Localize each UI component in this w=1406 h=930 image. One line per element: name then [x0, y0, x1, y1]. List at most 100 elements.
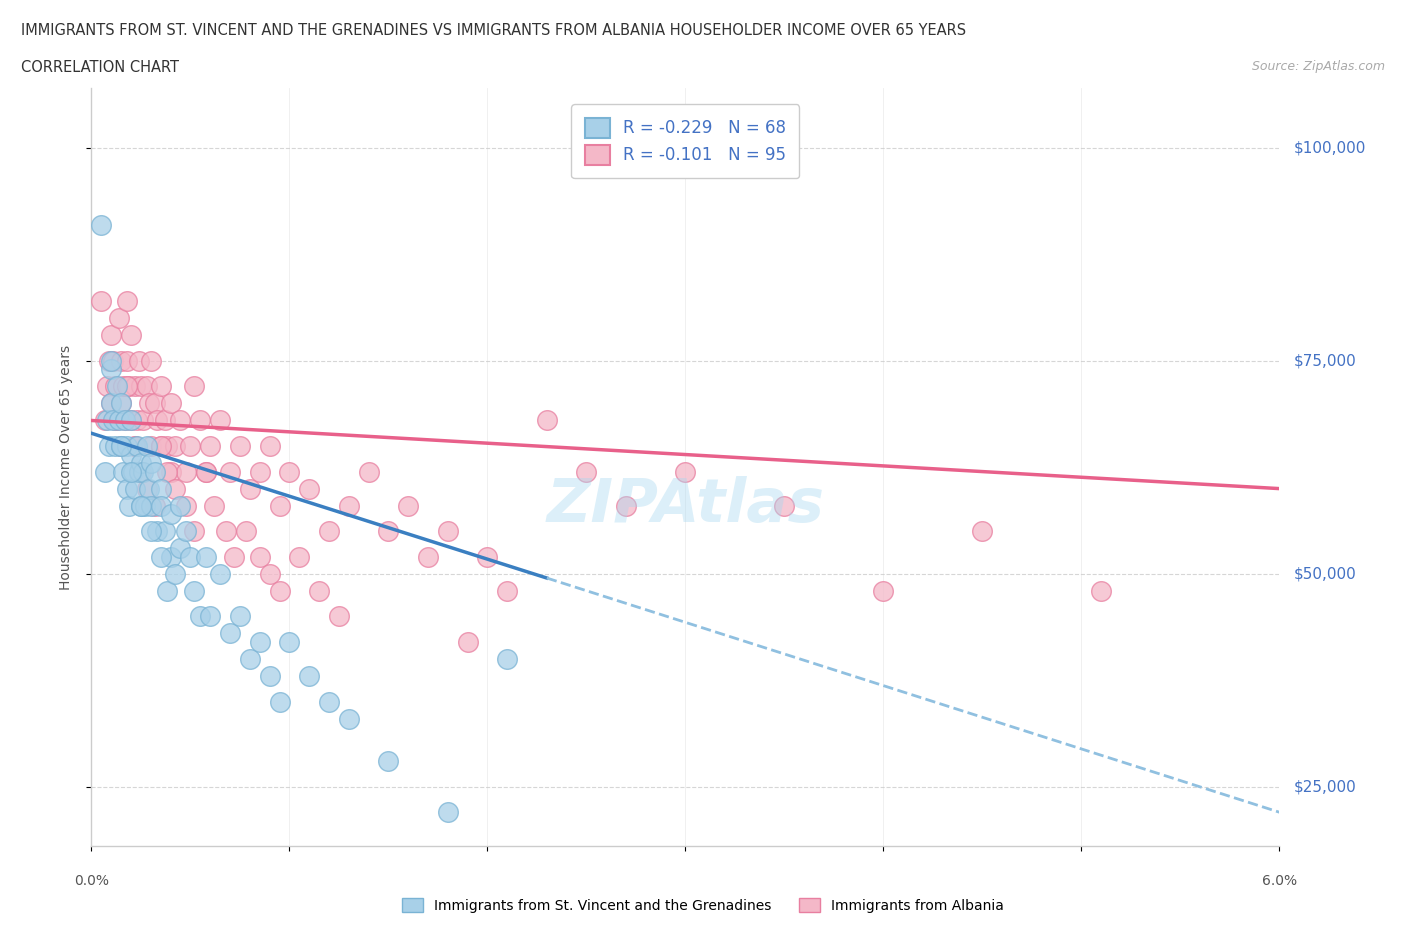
Point: [249, 550, 271, 565]
Point: [215, 524, 238, 538]
Point: [139, 498, 162, 513]
Point: [169, 413, 191, 428]
Point: [183, 524, 205, 538]
Point: [536, 413, 558, 428]
Point: [239, 652, 262, 667]
Point: [138, 396, 160, 411]
Point: [153, 413, 176, 428]
Point: [115, 379, 138, 394]
Point: [149, 498, 172, 513]
Point: [575, 464, 598, 479]
Point: [138, 481, 160, 496]
Point: [773, 498, 796, 513]
Text: 6.0%: 6.0%: [1263, 874, 1296, 888]
Point: [176, 524, 198, 538]
Point: [259, 566, 281, 581]
Point: [124, 439, 146, 454]
Point: [337, 498, 360, 513]
Point: [134, 498, 156, 513]
Point: [118, 498, 141, 513]
Point: [90, 218, 112, 232]
Point: [145, 524, 167, 538]
Point: [124, 439, 146, 454]
Point: [122, 464, 145, 479]
Point: [100, 328, 122, 343]
Point: [298, 669, 321, 684]
Point: [128, 353, 150, 368]
Point: [159, 464, 181, 479]
Point: [139, 353, 162, 368]
Point: [105, 379, 128, 394]
Point: [195, 464, 218, 479]
Point: [195, 550, 218, 565]
Point: [129, 379, 152, 394]
Point: [159, 550, 181, 565]
Point: [96, 379, 118, 394]
Point: [176, 498, 198, 513]
Point: [179, 550, 201, 565]
Y-axis label: Householder Income Over 65 years: Householder Income Over 65 years: [59, 345, 73, 590]
Point: [143, 396, 166, 411]
Point: [149, 481, 172, 496]
Point: [259, 669, 281, 684]
Point: [104, 439, 127, 454]
Point: [110, 439, 132, 454]
Legend: R = -0.229   N = 68, R = -0.101   N = 95: R = -0.229 N = 68, R = -0.101 N = 95: [571, 104, 800, 179]
Point: [104, 413, 127, 428]
Point: [94, 464, 117, 479]
Point: [128, 464, 150, 479]
Point: [149, 439, 172, 454]
Point: [163, 566, 186, 581]
Point: [156, 464, 179, 479]
Point: [202, 498, 225, 513]
Point: [229, 609, 252, 624]
Point: [209, 566, 232, 581]
Point: [132, 413, 155, 428]
Point: [972, 524, 994, 538]
Point: [198, 439, 221, 454]
Point: [436, 804, 458, 819]
Point: [183, 379, 205, 394]
Point: [108, 311, 131, 325]
Point: [96, 413, 118, 428]
Point: [209, 413, 232, 428]
Point: [183, 583, 205, 598]
Point: [139, 524, 162, 538]
Point: [308, 583, 330, 598]
Point: [110, 439, 132, 454]
Point: [114, 413, 136, 428]
Point: [229, 439, 252, 454]
Point: [149, 550, 172, 565]
Point: [139, 456, 162, 471]
Point: [318, 524, 340, 538]
Point: [129, 464, 152, 479]
Text: $75,000: $75,000: [1294, 353, 1357, 368]
Point: [139, 439, 162, 454]
Point: [377, 753, 399, 768]
Point: [129, 456, 152, 471]
Point: [110, 353, 132, 368]
Point: [112, 464, 135, 479]
Text: $100,000: $100,000: [1294, 140, 1365, 155]
Point: [496, 583, 519, 598]
Point: [105, 413, 128, 428]
Point: [673, 464, 696, 479]
Point: [222, 550, 245, 565]
Point: [496, 652, 519, 667]
Point: [259, 439, 281, 454]
Point: [110, 439, 132, 454]
Point: [188, 609, 211, 624]
Point: [135, 379, 157, 394]
Text: ZIPAtlas: ZIPAtlas: [547, 476, 824, 535]
Point: [328, 609, 350, 624]
Point: [125, 413, 148, 428]
Point: [135, 481, 157, 496]
Point: [132, 464, 155, 479]
Point: [143, 498, 166, 513]
Point: [163, 439, 186, 454]
Point: [416, 550, 439, 565]
Point: [120, 328, 142, 343]
Point: [115, 439, 138, 454]
Point: [98, 353, 121, 368]
Point: [114, 413, 136, 428]
